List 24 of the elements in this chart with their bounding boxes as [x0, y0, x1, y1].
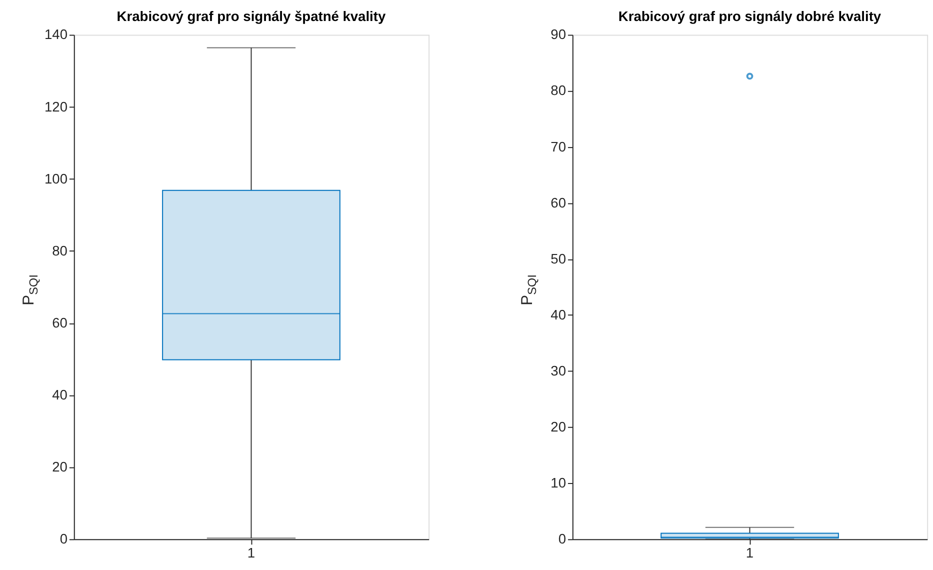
chart-title: Krabicový graf pro signály dobré kvality: [618, 8, 882, 24]
y-tick-label: 10: [550, 476, 566, 491]
y-tick-label: 80: [550, 83, 566, 98]
y-tick-label: 30: [550, 363, 566, 378]
y-tick-label: 0: [558, 532, 566, 547]
y-tick-label: 120: [44, 99, 68, 114]
y-tick-label: 50: [550, 251, 566, 266]
x-tick-label: 1: [247, 545, 256, 560]
y-tick-label: 40: [52, 387, 68, 402]
y-tick-label: 0: [60, 532, 68, 547]
y-tick-label: 70: [550, 139, 566, 154]
y-tick-label: 90: [550, 27, 566, 42]
y-tick-label: 20: [52, 460, 68, 475]
y-tick-label: 100: [44, 171, 68, 186]
y-tick-label: 80: [52, 243, 68, 258]
y-tick-label: 140: [44, 27, 68, 42]
x-tick-label: 1: [746, 545, 754, 560]
y-tick-label: 60: [550, 195, 566, 210]
y-tick-label: 20: [550, 420, 566, 435]
y-axis-title: PSQI: [20, 274, 40, 306]
y-tick-label: 40: [550, 307, 566, 322]
y-axis-title: PSQI: [519, 274, 539, 306]
chart-title: Krabicový graf pro signály špatné kvality: [116, 8, 386, 24]
y-tick-label: 60: [52, 315, 68, 330]
